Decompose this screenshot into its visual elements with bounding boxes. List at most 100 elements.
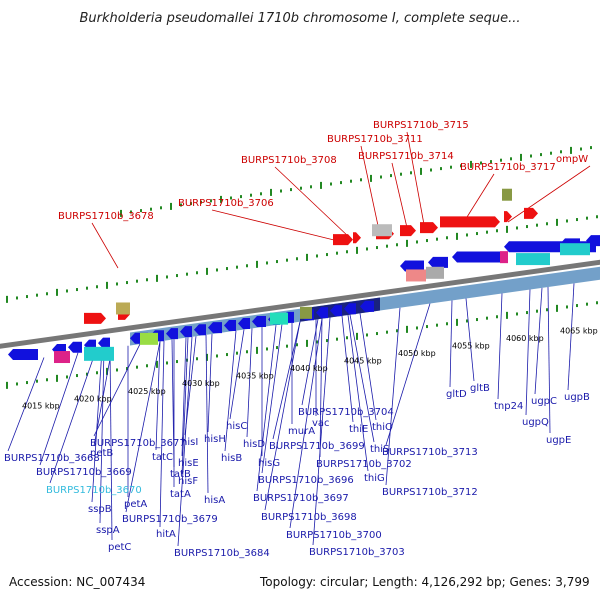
upper-gene-label[interactable]: BURPS1710b_3706: [178, 198, 274, 209]
upper-gene-label[interactable]: BURPS1710b_3717: [460, 162, 556, 173]
lower-gene-label[interactable]: BURPS1710b_3698: [261, 512, 357, 523]
lower-gene-label[interactable]: BURPS1710b_3700: [286, 530, 382, 541]
lower-gene-label[interactable]: sspA: [96, 525, 120, 536]
upper-gene-label[interactable]: BURPS1710b_3714: [358, 151, 454, 162]
lower-gene-label[interactable]: hisF: [178, 476, 198, 487]
lower-gene-label[interactable]: BURPS1710b_3669: [36, 467, 132, 478]
gene-plus-arrow[interactable]: [440, 216, 500, 228]
gene-box[interactable]: [116, 302, 130, 315]
lower-gene-label[interactable]: hisC: [226, 421, 247, 432]
lower-gene-label[interactable]: BURPS1710b_3699: [269, 441, 365, 452]
lower-gene-label[interactable]: BURPS1710b_3702: [316, 459, 412, 470]
gene-box[interactable]: [500, 251, 508, 264]
gene-minus-arrow[interactable]: [68, 341, 82, 353]
gene-plus-arrow[interactable]: [333, 234, 353, 246]
lower-gene-label[interactable]: hisI: [181, 437, 198, 448]
lower-gene-label[interactable]: BURPS1710b_3670: [46, 485, 142, 496]
gene-minus-arrow[interactable]: [8, 348, 38, 360]
lower-gene-label[interactable]: hisA: [204, 495, 225, 506]
lower-gene-label[interactable]: ugpQ: [522, 417, 549, 428]
gene-plus-arrow[interactable]: [420, 222, 438, 234]
lower-gene-label[interactable]: petB: [90, 448, 113, 459]
lower-gene-label[interactable]: thiS: [370, 444, 389, 455]
gene-minus-arrow[interactable]: [166, 328, 178, 340]
lower-gene-label[interactable]: BURPS1710b_3713: [382, 447, 478, 458]
lower-gene-label[interactable]: BURPS1710b_3712: [382, 487, 478, 498]
gene-plus-arrow[interactable]: [504, 211, 512, 223]
gene-box[interactable]: [372, 224, 392, 237]
lower-gene-label[interactable]: gltB: [470, 383, 490, 394]
lower-gene-label[interactable]: BURPS1710b_3696: [258, 475, 354, 486]
gene-minus-arrow[interactable]: [224, 320, 236, 331]
tick-mark: [376, 246, 378, 250]
gene-minus-arrow[interactable]: [194, 324, 206, 336]
gene-box[interactable]: [502, 188, 512, 201]
lower-gene-label[interactable]: BURPS1710b_3668: [4, 453, 100, 464]
lower-gene-label[interactable]: hisE: [178, 458, 199, 469]
gene-minus-arrow[interactable]: [98, 337, 110, 349]
lower-gene-label[interactable]: ugpE: [546, 435, 571, 446]
gene-minus-arrow[interactable]: [428, 256, 448, 268]
lower-gene-label[interactable]: thiG: [364, 473, 385, 484]
lower-gene-label[interactable]: BURPS1710b_3704: [298, 407, 394, 418]
gene-minus-arrow[interactable]: [330, 305, 342, 317]
lower-gene-label[interactable]: hisG: [258, 458, 280, 469]
gene-box[interactable]: [406, 269, 426, 282]
lower-gene-label[interactable]: ugpC: [531, 396, 557, 407]
lower-gene-label[interactable]: petA: [124, 499, 147, 510]
lower-gene-label[interactable]: BURPS1710b_3684: [174, 548, 270, 559]
lower-gene-label[interactable]: BURPS1710b_3703: [309, 547, 405, 558]
tick-mark: [466, 319, 468, 323]
gene-minus-arrow[interactable]: [400, 260, 424, 272]
gene-minus-arrow[interactable]: [344, 303, 356, 315]
gene-minus-arrow[interactable]: [238, 318, 250, 330]
tick-mark: [506, 311, 508, 319]
lower-gene-label[interactable]: ugpB: [564, 392, 590, 403]
gene-box[interactable]: [560, 243, 590, 256]
gene-plus-arrow[interactable]: [353, 232, 361, 244]
lower-gene-label[interactable]: petC: [108, 542, 131, 553]
gene-box[interactable]: [426, 266, 444, 279]
tick-mark: [296, 257, 298, 261]
lower-gene-label[interactable]: hisH: [204, 434, 226, 445]
lower-gene-label[interactable]: thiE: [349, 424, 368, 435]
lower-gene-label[interactable]: BURPS1710b_3697: [253, 493, 349, 504]
gene-minus-arrow[interactable]: [208, 322, 222, 334]
lower-gene-label[interactable]: BURPS1710b_3677: [90, 438, 186, 449]
upper-gene-label[interactable]: BURPS1710b_3678: [58, 211, 154, 222]
gene-box[interactable]: [54, 351, 70, 364]
lower-gene-label[interactable]: sspB: [88, 504, 112, 515]
gene-box[interactable]: [300, 306, 312, 319]
lower-gene-label[interactable]: gltD: [446, 389, 467, 400]
lower-gene-label[interactable]: BURPS1710b_3679: [122, 514, 218, 525]
lower-gene-label[interactable]: tnp24: [494, 401, 523, 412]
lower-gene-label[interactable]: vac: [312, 418, 330, 429]
gene-minus-arrow[interactable]: [316, 307, 328, 319]
gene-box[interactable]: [270, 312, 288, 325]
lower-gene-label[interactable]: hitA: [156, 529, 176, 540]
gene-minus-arrow[interactable]: [360, 300, 374, 312]
upper-gene-label[interactable]: ompW: [556, 154, 588, 165]
gene-minus-arrow[interactable]: [180, 326, 192, 338]
lower-gene-label[interactable]: thiO: [372, 422, 393, 433]
upper-gene-label[interactable]: BURPS1710b_3711: [327, 134, 423, 145]
tick-mark: [586, 302, 588, 306]
tick-mark: [226, 353, 228, 357]
gene-plus-arrow[interactable]: [400, 225, 416, 237]
lower-gene-label[interactable]: hisD: [243, 439, 265, 450]
gene-box[interactable]: [84, 346, 114, 361]
upper-gene-label[interactable]: BURPS1710b_3708: [241, 155, 337, 166]
lower-gene-label[interactable]: tatA: [170, 489, 191, 500]
gene-box[interactable]: [140, 332, 158, 345]
lower-gene-label[interactable]: tatC: [152, 452, 173, 463]
gene-plus-arrow[interactable]: [524, 207, 538, 219]
lower-gene-label[interactable]: hisB: [221, 453, 242, 464]
gene-box[interactable]: [516, 253, 550, 266]
gene-plus-arrow[interactable]: [84, 312, 106, 324]
gene-minus-arrow[interactable]: [252, 315, 266, 327]
gene-minus-arrow[interactable]: [452, 251, 500, 263]
lower-gene-label[interactable]: tatB: [170, 469, 191, 480]
lower-gene-label[interactable]: murA: [288, 426, 315, 437]
upper-gene-label[interactable]: BURPS1710b_3715: [373, 120, 469, 131]
